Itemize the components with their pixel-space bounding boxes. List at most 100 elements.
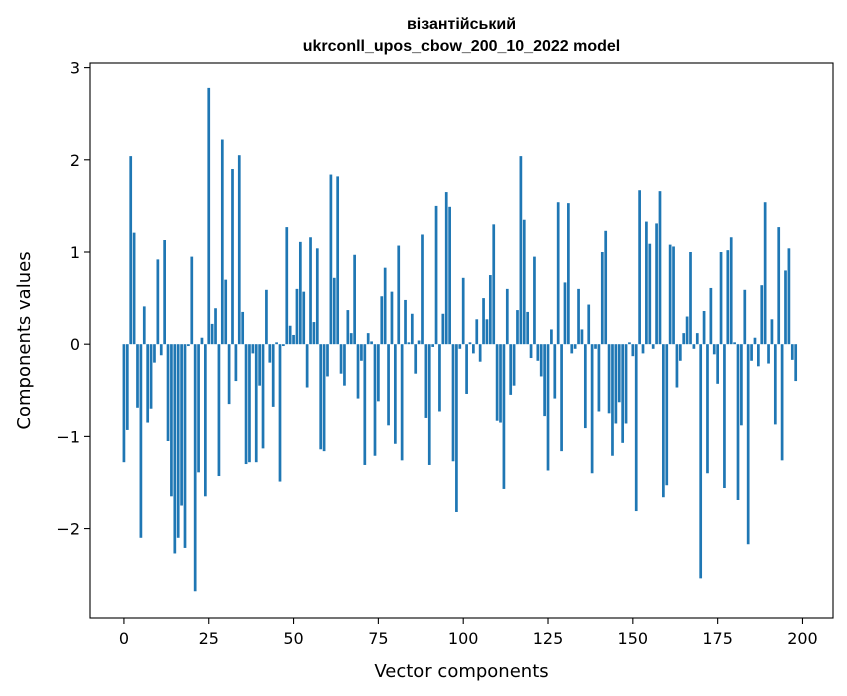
bar [794,344,798,382]
bar [539,344,543,377]
bar [472,344,475,354]
bar [421,234,424,345]
bar [193,344,197,592]
bar [617,344,621,403]
bar [746,344,750,545]
bar [475,319,479,345]
bar [716,344,720,384]
bar [397,245,401,345]
bar [597,344,601,412]
bar [163,240,166,345]
bar [482,298,485,345]
bar [366,333,370,345]
bar [651,344,655,349]
x-tick-label: 0 [119,629,129,648]
bar [360,344,363,361]
bar [485,319,489,345]
bar [203,344,207,497]
bar [784,270,787,345]
bar [271,344,275,407]
bar [258,344,261,386]
bar [753,337,757,345]
bar [153,344,156,363]
bar [658,191,662,345]
bar [689,251,692,345]
bar [410,313,414,345]
bar [773,344,777,425]
x-tick-label: 200 [787,629,818,648]
bar [505,288,509,345]
bar [502,344,506,489]
bar [736,344,740,500]
bar [577,288,580,345]
y-tick-label: 3 [70,59,80,78]
bar [556,202,560,345]
chart-title-line-1: візантійський [407,16,516,33]
bar [441,313,445,345]
bar [468,342,472,345]
x-tick-label: 125 [533,629,564,648]
bar [295,288,299,345]
bar [424,344,428,418]
bar [790,344,794,360]
bar [407,342,411,345]
bar [387,344,390,426]
chart-title-line-2: ukrconll_upos_cbow_200_10_2022 model [303,38,620,55]
bar [251,344,255,354]
bar [346,310,350,345]
bar [427,344,431,465]
bar [634,344,638,512]
bar [390,291,394,345]
bar [224,279,228,345]
bar [560,344,563,452]
bar [383,267,387,345]
bar [628,342,631,345]
bar [149,344,153,409]
x-tick-label: 25 [199,629,219,648]
bar [220,139,224,345]
bar [309,237,312,345]
bar [227,344,231,405]
bar [305,344,309,388]
bar [285,227,289,345]
bar [573,344,577,349]
bar [645,221,648,345]
bar [234,344,238,382]
bar [678,344,682,361]
bar [319,344,323,450]
bar [533,256,536,345]
bar [553,344,557,399]
bar [672,246,675,345]
bar [723,344,726,489]
bar [607,344,611,414]
bar [488,275,492,345]
bar [665,344,669,486]
bar [336,176,340,345]
bar [594,344,597,349]
bar [146,344,150,423]
bar [268,344,272,363]
bar [451,344,455,462]
x-tick-label: 50 [283,629,303,648]
bar [685,316,689,345]
bar [750,344,753,361]
bar [461,277,465,345]
bar [244,344,248,465]
bar [329,174,333,345]
bar [757,344,760,367]
bar [692,344,696,349]
bar [587,304,591,345]
bar [248,344,251,463]
bar [712,344,716,355]
bar [760,285,764,345]
bar [729,237,733,345]
bar [170,344,173,497]
bar [275,342,278,345]
bar [516,310,519,345]
bar [373,344,377,456]
bar [611,344,614,456]
bar [237,155,241,345]
bar [353,254,356,345]
bar [180,344,183,506]
bar [254,344,258,463]
